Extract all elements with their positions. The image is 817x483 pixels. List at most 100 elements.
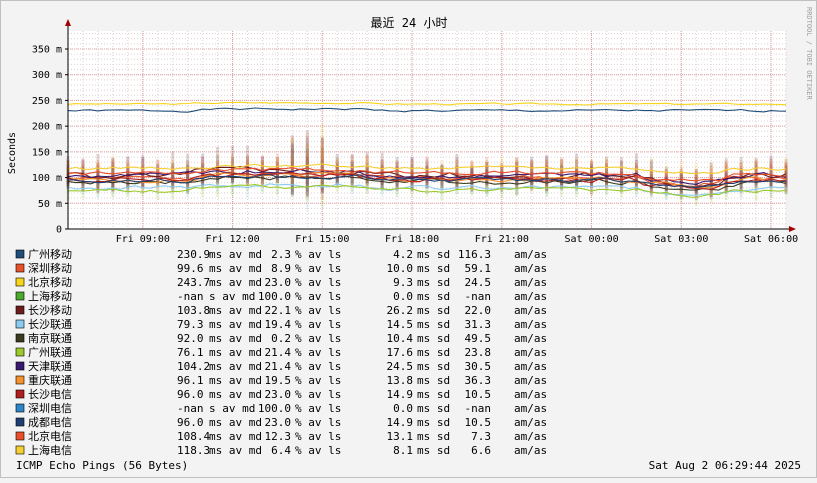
smoke-band: [470, 165, 474, 180]
legend-sd-value: 13.1: [387, 430, 414, 443]
smoke-band: [305, 156, 309, 185]
smoke-band: [186, 161, 190, 172]
smoke-band: [515, 162, 519, 182]
smoke-band: [141, 173, 145, 188]
y-tick-label: 350 m: [32, 45, 62, 56]
smoke-band: [350, 154, 354, 186]
smoke-band: [694, 170, 698, 193]
smoke-band: [694, 177, 698, 194]
smoke-band: [500, 169, 504, 192]
smoke-band: [380, 165, 384, 188]
smoke-band: [560, 158, 564, 181]
legend-loss-unit: % av ls: [295, 430, 341, 443]
legend-sd-value: 8.1: [393, 444, 413, 457]
smoke-band: [709, 176, 713, 194]
legend-loss-unit: % av ls: [295, 444, 341, 457]
smoke-band: [649, 159, 653, 189]
legend-avg-unit: ms av md: [209, 332, 262, 345]
legend-loss-unit: % av ls: [295, 416, 341, 429]
smoke-band: [530, 161, 534, 173]
smoke-band: [201, 156, 205, 183]
smoke-band: [619, 161, 623, 183]
smoke-band: [410, 157, 414, 191]
smoke-band: [739, 168, 743, 185]
legend-am-unit: am/as: [514, 346, 547, 359]
smoke-band: [709, 164, 713, 196]
smoke-band: [575, 174, 579, 195]
smoke-band: [156, 163, 160, 180]
legend-am-unit: am/as: [514, 318, 547, 331]
smoke-band: [350, 159, 354, 172]
smoke-band: [290, 167, 294, 196]
legend-sd-unit: ms sd: [417, 346, 450, 359]
smoke-band: [679, 185, 683, 202]
legend-sd-value: 0.0: [393, 290, 413, 303]
smoke-band: [530, 179, 534, 190]
smoke-band: [575, 153, 579, 186]
legend-avg-unit: ms av md: [209, 374, 262, 387]
smoke-band: [605, 180, 608, 195]
smoke-band: [111, 165, 115, 190]
smoke-band: [545, 160, 549, 180]
smoke-band: [679, 171, 683, 184]
series-line: [67, 172, 787, 191]
smoke-band: [724, 163, 728, 174]
smoke-band: [320, 147, 324, 194]
smoke-band: [575, 158, 579, 180]
smoke-band: [500, 163, 504, 179]
smoke-band: [515, 158, 519, 172]
smoke-band: [365, 152, 369, 184]
legend-avg-unit: ms av md: [209, 276, 262, 289]
legend-series-name: 广州移动: [28, 248, 72, 261]
smoke-band: [515, 158, 519, 189]
smoke-band: [216, 171, 220, 197]
smoke-band: [619, 161, 623, 171]
smoke-band: [545, 158, 549, 192]
smoke-band: [739, 179, 743, 199]
smoke-band: [515, 179, 519, 195]
smoke-band: [769, 178, 773, 198]
smoke-band: [81, 160, 85, 186]
smoke-band: [231, 169, 235, 196]
legend-am-value: -nan: [465, 402, 492, 415]
smoke-band: [126, 161, 130, 171]
smoke-band: [126, 166, 130, 189]
smoke-band: [754, 161, 758, 182]
smoke-band: [395, 176, 399, 196]
smoke-band: [470, 165, 474, 183]
smoke-band: [784, 182, 788, 195]
smoke-band: [320, 124, 324, 188]
smoke-band: [560, 157, 564, 190]
smoke-band: [365, 155, 369, 181]
smoke-band: [395, 160, 399, 183]
smoke-band: [96, 162, 100, 187]
smoke-band: [156, 160, 160, 180]
smoke-band: [275, 167, 279, 184]
y-tick-label: 100 m: [32, 173, 62, 184]
smoke-band: [590, 164, 594, 188]
smoke-band: [739, 167, 743, 183]
smoke-band: [545, 166, 549, 186]
smoke-band: [425, 185, 429, 196]
y-tick-label: 50 m: [38, 199, 62, 210]
smoke-band: [260, 175, 264, 193]
smoke-band: [395, 163, 399, 176]
smoke-band: [305, 151, 309, 179]
legend-sd-unit: ms sd: [417, 430, 450, 443]
legend-series-name: 长沙电信: [28, 388, 72, 401]
smoke-band: [350, 161, 354, 178]
smoke-band: [201, 175, 205, 192]
smoke-band: [96, 179, 100, 196]
smoke-band: [425, 167, 429, 184]
smoke-band: [216, 170, 220, 185]
smoke-band: [605, 156, 608, 187]
legend-avg-value: 96.1: [177, 374, 204, 387]
smoke-band: [186, 170, 190, 186]
series-line: [67, 183, 787, 196]
legend-series-name: 上海移动: [28, 289, 72, 303]
smoke-band: [260, 160, 264, 179]
smoke-band: [664, 166, 668, 187]
smoke-band: [440, 180, 444, 196]
smoke-band: [515, 161, 519, 186]
legend-swatch: [15, 445, 25, 455]
